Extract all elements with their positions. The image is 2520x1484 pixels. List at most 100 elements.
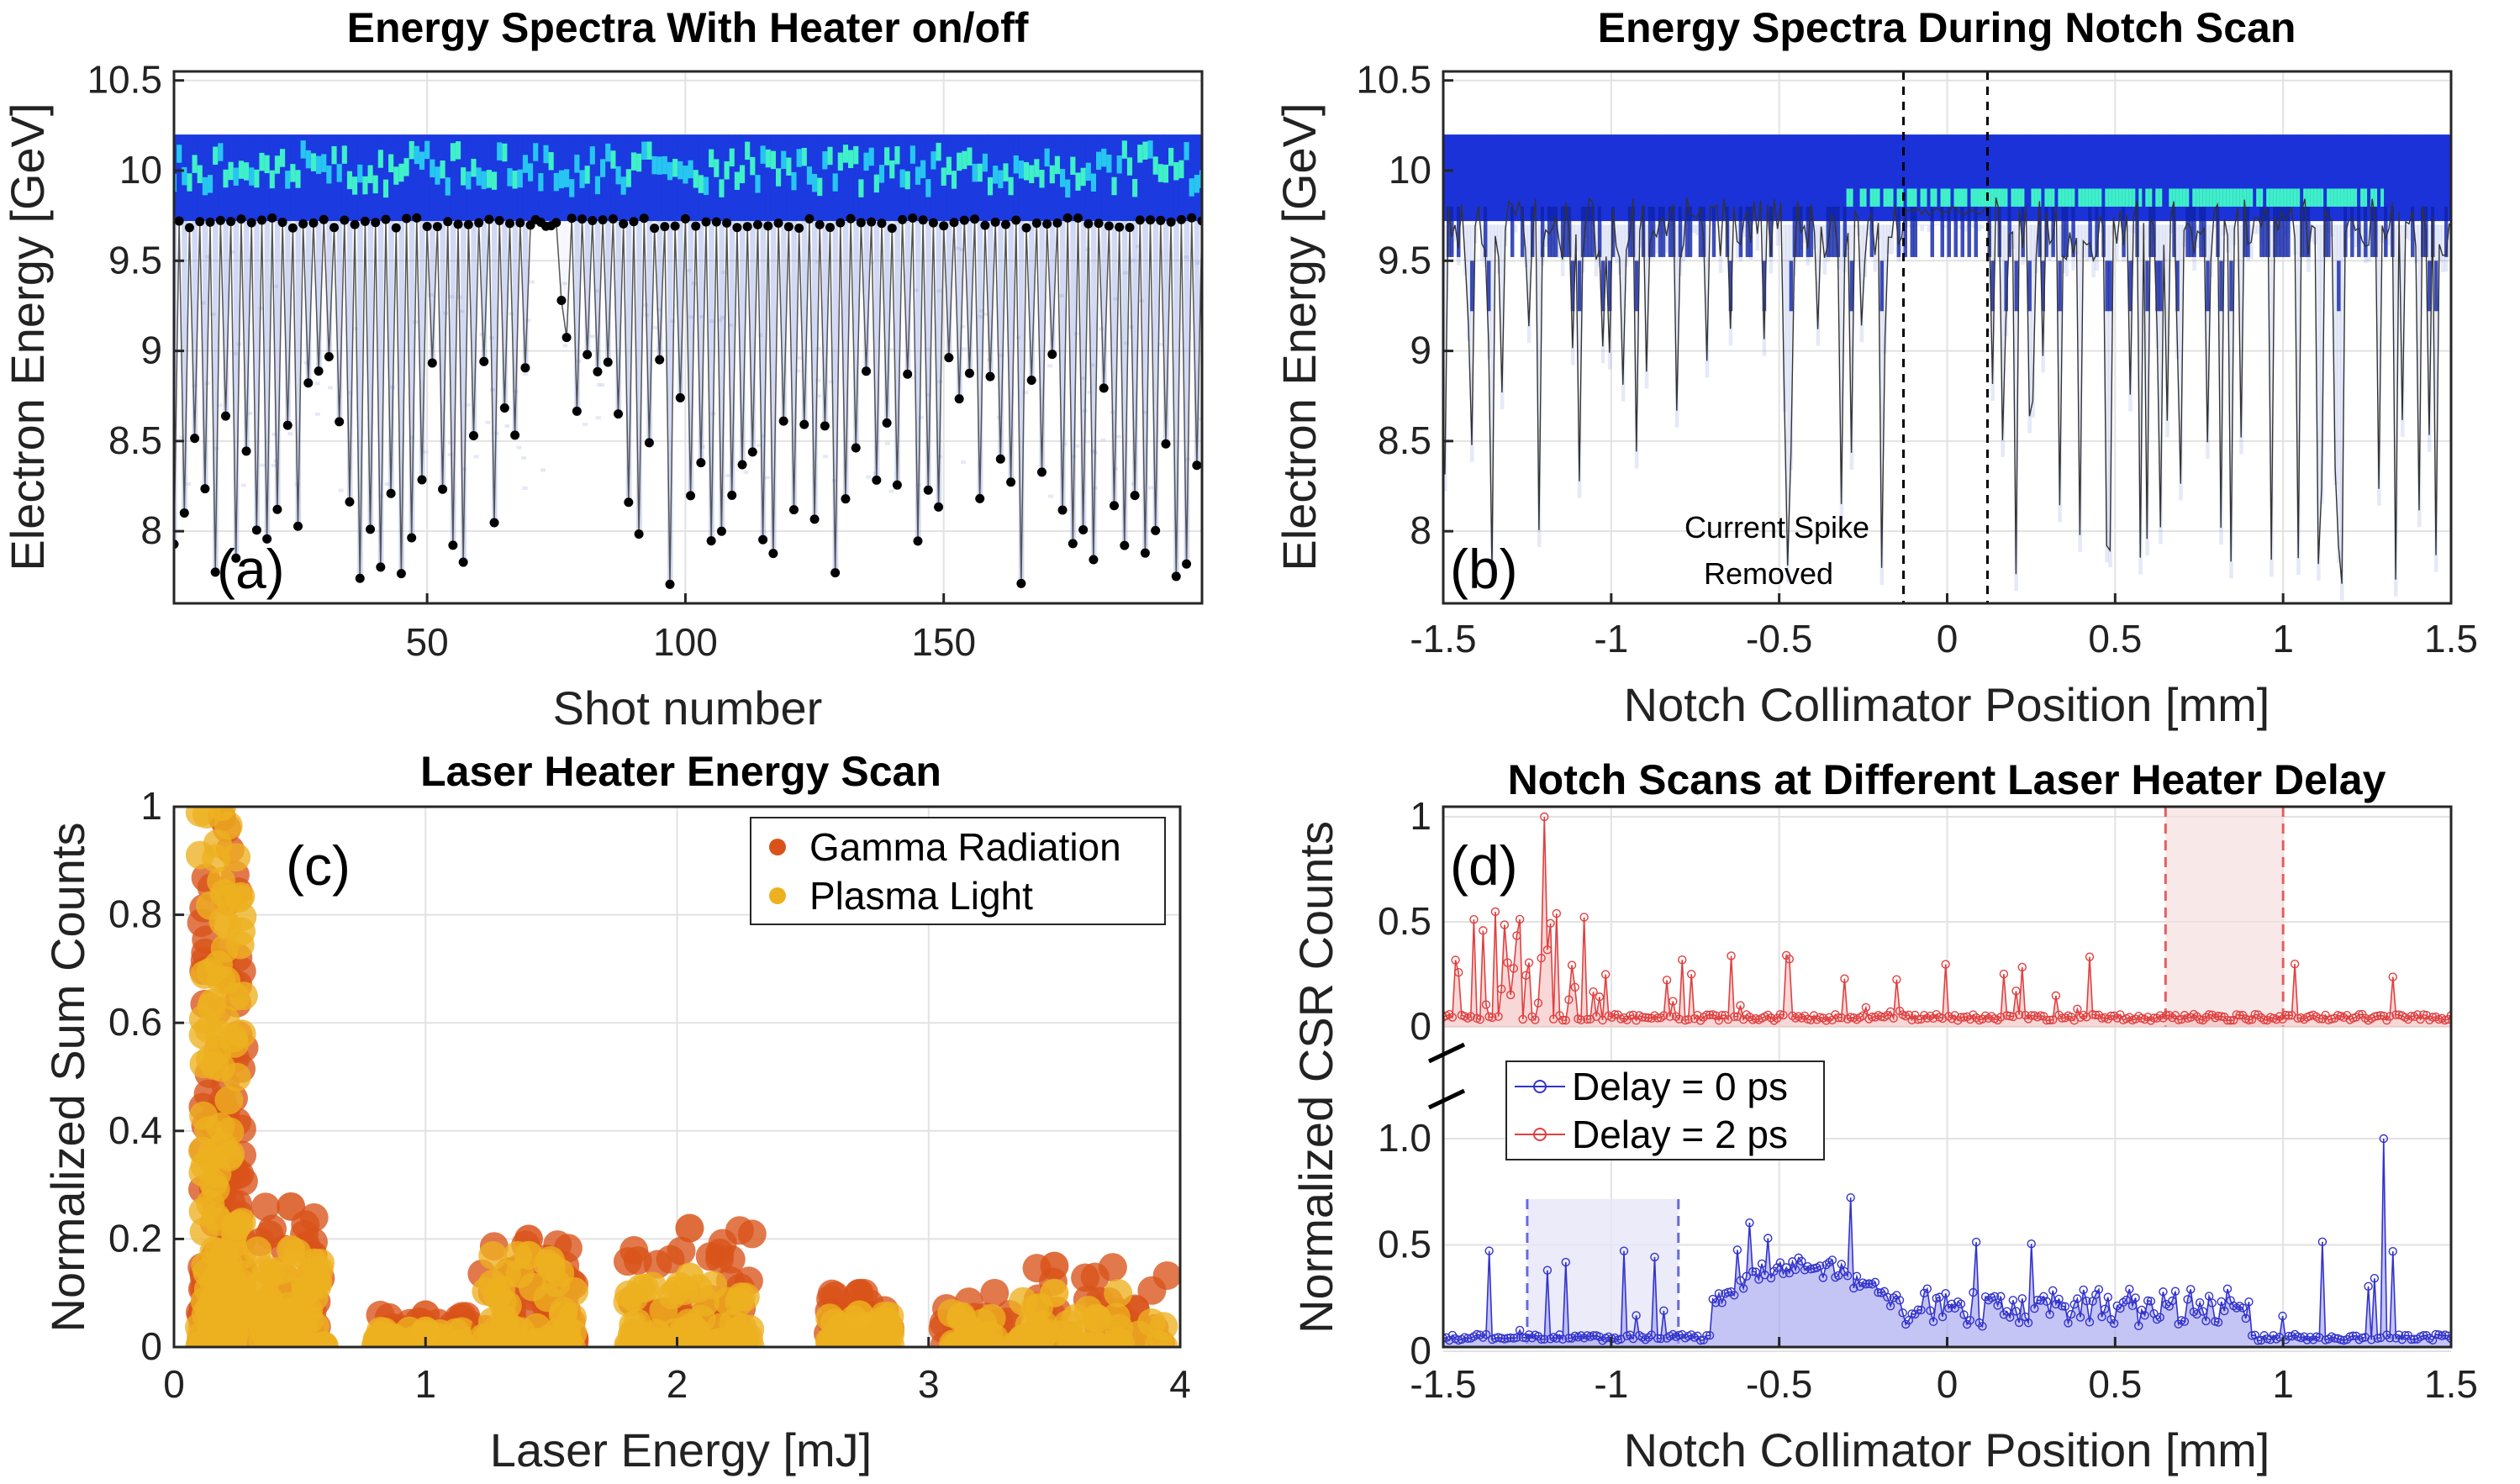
d-tick-label-x: -1.5 bbox=[1410, 1362, 1476, 1406]
d-marker-delay0 bbox=[1993, 1301, 2002, 1310]
b-spectrum-band bbox=[2142, 134, 2146, 222]
b-spectrum-hot bbox=[2219, 188, 2223, 207]
a-spectrum-band bbox=[967, 134, 973, 222]
a-floor-point bbox=[665, 579, 675, 589]
b-spectrum-tail bbox=[2138, 224, 2143, 575]
plasma-point bbox=[214, 1086, 244, 1115]
b-spectrum-tail bbox=[1466, 224, 1471, 342]
a-spectrum-hot bbox=[228, 161, 235, 181]
b-spectrum-dark bbox=[1661, 206, 1666, 257]
b-spectrum-band bbox=[1765, 134, 1770, 222]
a-floor-point bbox=[1120, 540, 1130, 550]
b-spectrum-hot bbox=[2266, 188, 2270, 207]
d-marker-delay0 bbox=[2401, 1330, 2410, 1340]
d-marker-delay0 bbox=[1512, 1333, 1521, 1342]
b-spectrum-dark bbox=[1483, 206, 1488, 257]
a-floor-point bbox=[184, 223, 194, 233]
a-spectrum-hot bbox=[812, 173, 818, 192]
a-floor-point bbox=[727, 490, 737, 500]
b-spectrum-dark bbox=[1947, 206, 1951, 257]
a-spectrum-band bbox=[177, 134, 182, 222]
a-spectrum-hot bbox=[430, 159, 435, 178]
b-spectrum-hot bbox=[2068, 188, 2072, 207]
d-marker-delay0 bbox=[2079, 1285, 2088, 1295]
a-floor-point bbox=[763, 221, 773, 231]
a-floor-point bbox=[319, 214, 329, 224]
b-spectrum-tail bbox=[1621, 224, 1626, 402]
plasma-point bbox=[187, 1136, 217, 1166]
d-marker-delay2 bbox=[1846, 1013, 1855, 1022]
a-spectrum-tail bbox=[202, 221, 208, 489]
b-spectrum-band bbox=[2229, 134, 2233, 222]
b-spectrum-hot bbox=[2286, 188, 2291, 207]
b-spectrum-band bbox=[2155, 134, 2159, 222]
a-spectrum-band bbox=[450, 134, 456, 222]
b-spectrum-hot bbox=[2169, 188, 2173, 207]
d-marker-delay2 bbox=[2161, 1011, 2171, 1020]
b-spectrum-hot bbox=[1900, 188, 1905, 207]
d-marker-delay0 bbox=[2349, 1331, 2358, 1340]
d-area-delay0 bbox=[1443, 1139, 2451, 1347]
panel-a-frame bbox=[172, 70, 1204, 605]
d-marker-delay0 bbox=[1870, 1277, 1880, 1287]
d-marker-delay0 bbox=[2446, 1334, 2451, 1344]
a-spectrum-hot bbox=[295, 170, 302, 188]
a-spectrum-hot bbox=[615, 166, 622, 185]
d-marker-delay0 bbox=[1956, 1299, 1966, 1308]
b-spectrum-band bbox=[2202, 134, 2206, 222]
b-spectrum-dark bbox=[1560, 206, 1565, 257]
b-spectrum-tail bbox=[2108, 224, 2112, 568]
a-floor-point bbox=[324, 351, 334, 361]
d-marker-delay2 bbox=[1727, 951, 1736, 960]
b-spectrum-dark bbox=[2175, 260, 2180, 312]
d-marker-delay2 bbox=[1889, 1013, 1898, 1023]
a-spectrum-hot bbox=[683, 166, 688, 184]
a-spectrum-speck bbox=[651, 325, 657, 329]
a-spectrum-speck bbox=[1130, 259, 1136, 263]
d-marker-delay0 bbox=[1874, 1287, 1883, 1297]
a-spectrum-hot bbox=[998, 170, 1004, 189]
d-marker-delay2 bbox=[1993, 1015, 2002, 1025]
c-tick-label-y: 0.4 bbox=[108, 1108, 162, 1152]
a-floor-point bbox=[619, 218, 629, 229]
a-spectrum-hot bbox=[352, 176, 358, 195]
a-spectrum-speck bbox=[686, 268, 692, 272]
d-marker-delay2 bbox=[1622, 1015, 1632, 1024]
d-marker-delay0 bbox=[2082, 1296, 2091, 1306]
gamma-point bbox=[1137, 1276, 1167, 1305]
gamma-point bbox=[980, 1278, 1010, 1308]
panel-b-xlabel: Notch Collimator Position [mm] bbox=[1624, 678, 2270, 731]
d-marker-delay2 bbox=[1641, 1013, 1650, 1023]
a-spectrum-band bbox=[709, 134, 714, 222]
b-spectrum-hot bbox=[2283, 188, 2287, 207]
b-spectrum-band bbox=[2064, 134, 2069, 222]
d-marker-delay0 bbox=[1827, 1255, 1837, 1265]
a-spectrum-speck bbox=[1124, 341, 1130, 345]
a-spectrum-band bbox=[430, 134, 435, 222]
a-spectrum-hot bbox=[543, 145, 550, 164]
b-spectrum-band bbox=[1671, 134, 1676, 222]
a-spectrum-band bbox=[1121, 134, 1128, 222]
b-spectrum-band bbox=[2017, 134, 2022, 222]
a-spectrum-speck bbox=[459, 309, 465, 313]
a-spectrum-band bbox=[274, 134, 281, 222]
a-floor-point bbox=[256, 215, 266, 225]
b-spectrum-band bbox=[1745, 134, 1750, 222]
a-floor-point bbox=[608, 214, 618, 224]
a-spectrum-speck bbox=[447, 440, 453, 445]
a-floor-point bbox=[583, 350, 593, 360]
d-marker-delay2 bbox=[1766, 1013, 1776, 1023]
a-spectrum-speck bbox=[1100, 438, 1106, 442]
a-spectrum-band bbox=[1142, 134, 1148, 222]
a-floor-point bbox=[463, 219, 473, 229]
panel-b-spectra-notch: Energy Spectra During Notch Scan -1.5 -1-… bbox=[1273, 4, 2478, 731]
b-spectrum-tail bbox=[1543, 224, 1548, 247]
a-spectrum-band bbox=[894, 134, 900, 222]
a-spectrum-tail bbox=[729, 221, 735, 496]
panel-d-ylabel: Normalized CSR Counts bbox=[1289, 821, 1342, 1334]
a-spectrum-hot bbox=[915, 166, 921, 185]
b-spectrum-band bbox=[1953, 134, 1958, 222]
a-floor-point bbox=[484, 214, 494, 224]
a-spectrum-band bbox=[259, 134, 266, 222]
